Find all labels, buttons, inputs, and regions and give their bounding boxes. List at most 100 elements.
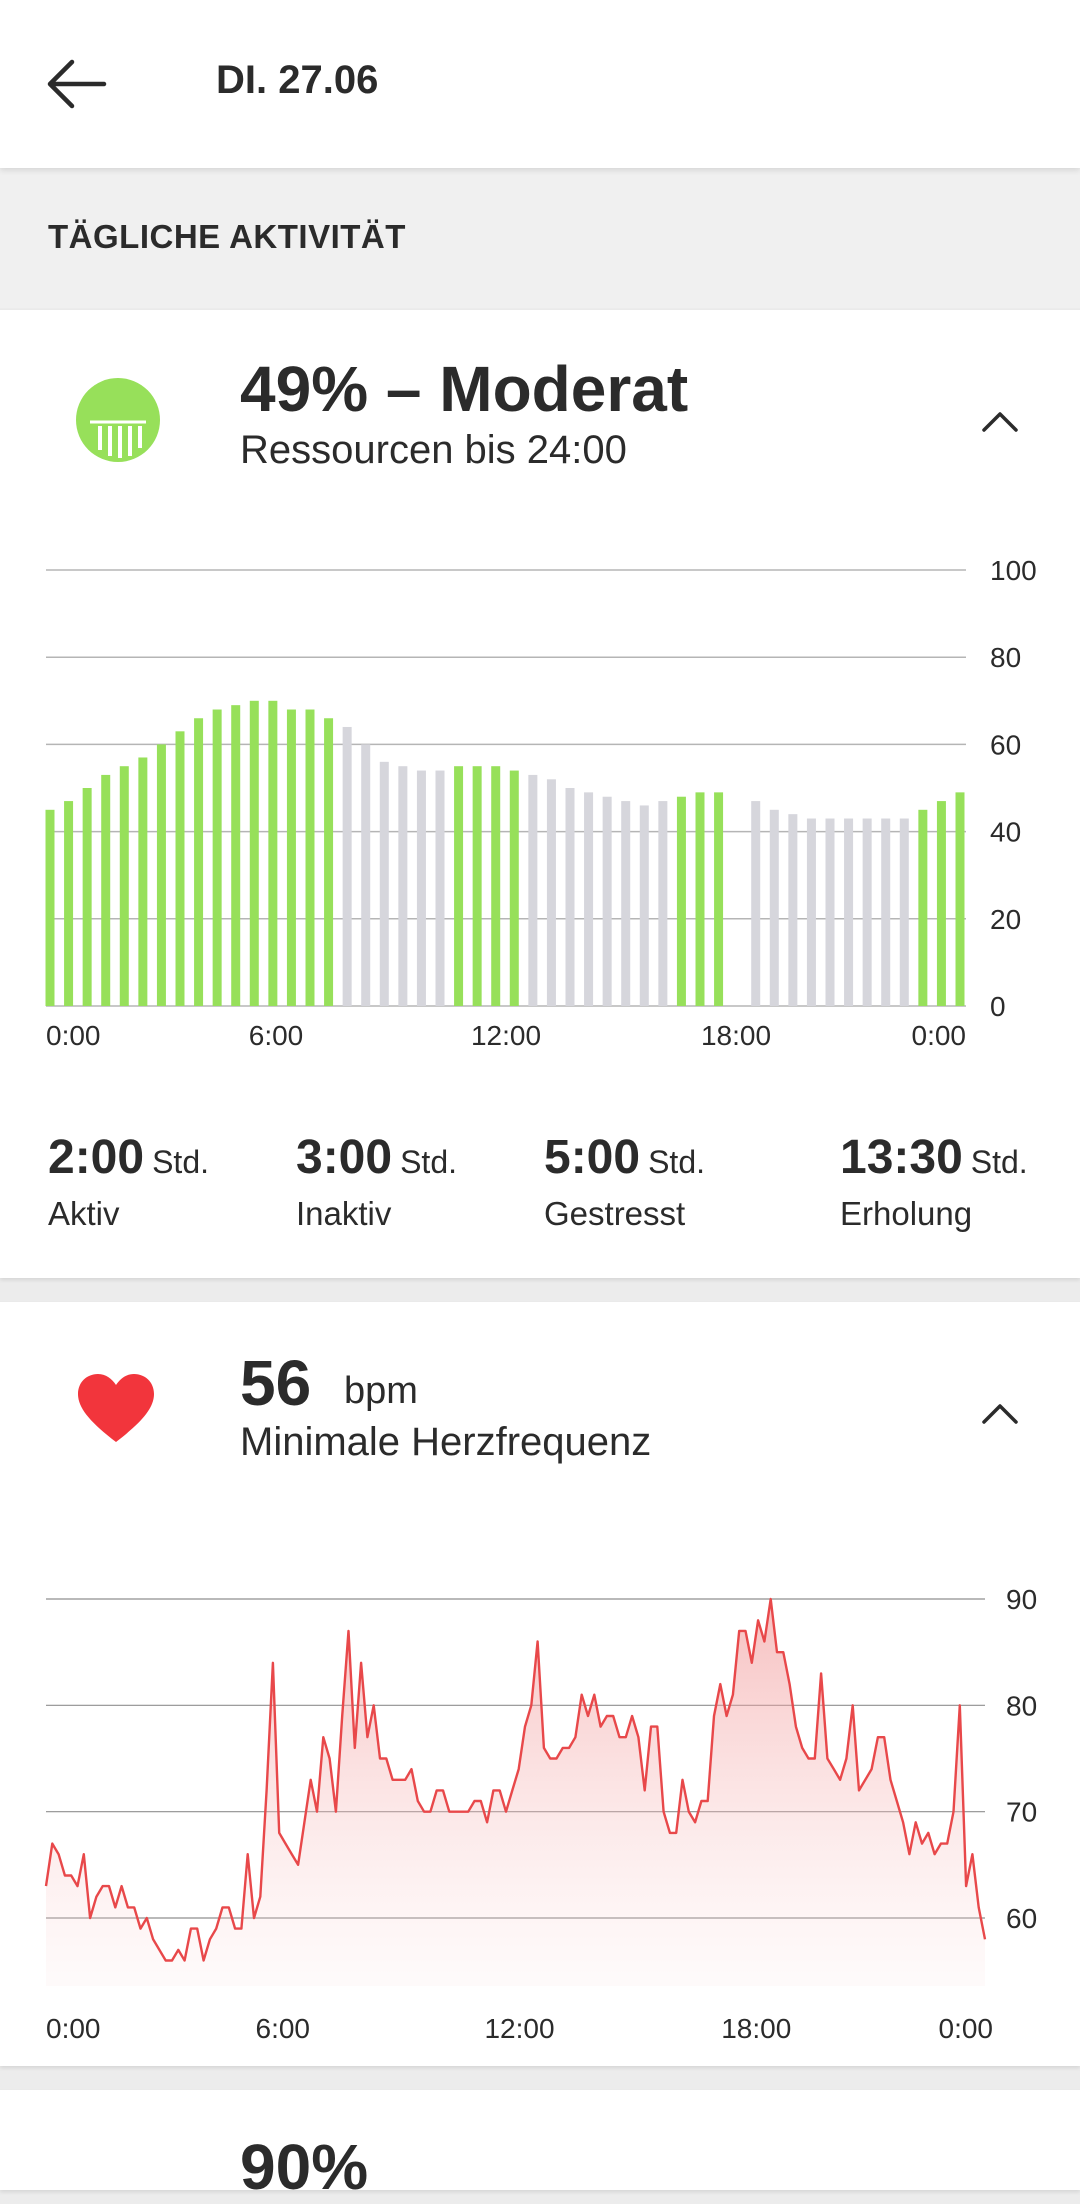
app-header: DI. 27.06	[0, 0, 1080, 168]
resources-bar-chart: 0 20 40 60 80 100 0:00 6:00 12:00 18:00 0:00	[45, 555, 1037, 1051]
stat-unit: Std.	[400, 1144, 457, 1180]
series-area	[46, 1599, 985, 1986]
bar	[806, 818, 816, 1006]
bar	[621, 801, 631, 1006]
bar	[305, 709, 315, 1006]
series-line	[44, 1597, 987, 1962]
heart-icon	[76, 1372, 156, 1449]
stat-inactive: 3:00 Std. Inaktiv	[296, 1130, 457, 1233]
y-tick-label: 40	[990, 817, 1021, 848]
bar	[676, 796, 686, 1006]
stat-unit: Std.	[152, 1144, 209, 1180]
bar	[899, 818, 909, 1006]
stat-label: Gestresst	[544, 1195, 686, 1232]
heart-rate-subtitle: Minimale Herzfrequenz	[240, 1420, 652, 1464]
bar	[862, 818, 872, 1006]
stat-label: Inaktiv	[296, 1195, 392, 1232]
bar	[472, 766, 482, 1006]
bar	[268, 700, 278, 1006]
bar	[119, 766, 129, 1006]
resources-subtitle: Ressourcen bis 24:00	[240, 428, 627, 472]
bar	[361, 744, 371, 1006]
y-tick-label: 90	[1006, 1584, 1037, 1615]
stat-value: 13:30	[840, 1131, 963, 1184]
bar	[435, 770, 445, 1006]
bar	[398, 766, 408, 1006]
bar	[695, 792, 705, 1006]
bar	[844, 818, 854, 1006]
chevron-up-icon[interactable]	[980, 1398, 1020, 1426]
bar	[751, 801, 761, 1006]
bar	[249, 700, 259, 1006]
x-tick-label: 6:00	[256, 2013, 311, 2044]
heart-rate-area-chart: 60 70 80 90 0:00 6:00 12:00 18:00 0:00	[44, 1584, 1037, 2044]
bar	[602, 796, 612, 1006]
stat-unit: Std.	[970, 1144, 1028, 1180]
bar	[416, 770, 426, 1006]
bar	[825, 818, 835, 1006]
stat-active: 2:00 Std. Aktiv	[48, 1130, 209, 1233]
page-title: DI. 27.06	[216, 58, 379, 102]
y-tick-label: 60	[990, 729, 1021, 760]
next-card[interactable]	[0, 2090, 1080, 2190]
resources-gauge-icon	[76, 378, 160, 467]
bar	[491, 766, 501, 1006]
y-tick-label: 80	[990, 642, 1021, 673]
next-card-title: 90%	[240, 2131, 369, 2203]
chevron-up-icon[interactable]	[980, 406, 1020, 434]
heart-rate-unit: bpm	[344, 1370, 418, 1412]
y-tick-label: 100	[990, 555, 1037, 586]
bar	[788, 814, 798, 1006]
bar	[714, 792, 724, 1006]
bar	[379, 761, 389, 1006]
bar	[639, 805, 649, 1006]
x-tick-label: 0:00	[46, 1020, 101, 1051]
stat-label: Erholung	[840, 1195, 973, 1232]
bar	[231, 705, 241, 1006]
bar	[528, 774, 538, 1006]
stat-value: 5:00	[544, 1131, 641, 1184]
bar	[286, 709, 296, 1006]
y-tick-label: 80	[1006, 1690, 1037, 1721]
heart-rate-value: 56	[240, 1347, 312, 1419]
bar	[194, 718, 204, 1006]
x-tick-label: 0:00	[912, 1020, 967, 1051]
bar	[546, 779, 556, 1006]
section-header	[0, 168, 1080, 308]
bar	[769, 809, 779, 1006]
bar	[156, 744, 166, 1006]
stat-label: Aktiv	[48, 1195, 120, 1232]
bar	[175, 731, 185, 1006]
bar	[64, 801, 74, 1006]
x-tick-label: 12:00	[484, 2013, 554, 2044]
bar	[212, 709, 222, 1006]
stat-value: 2:00	[48, 1131, 145, 1184]
resources-title: 49% – Moderat	[240, 353, 689, 425]
stat-stressed: 5:00 Std. Gestresst	[544, 1130, 705, 1233]
bar	[584, 792, 594, 1006]
stat-unit: Std.	[648, 1144, 705, 1180]
bar	[509, 770, 519, 1006]
section-title: TÄGLICHE AKTIVITÄT	[48, 218, 406, 255]
bar	[658, 801, 668, 1006]
x-tick-label: 18:00	[701, 1020, 771, 1051]
bar	[138, 757, 148, 1006]
y-tick-label: 60	[1006, 1903, 1037, 1934]
y-tick-label: 0	[990, 991, 1006, 1022]
bar	[881, 818, 891, 1006]
x-tick-label: 6:00	[249, 1020, 304, 1051]
bar	[342, 726, 352, 1006]
back-button[interactable]	[44, 54, 124, 118]
x-tick-label: 0:00	[939, 2013, 994, 2044]
x-tick-label: 12:00	[471, 1020, 541, 1051]
bar	[324, 718, 334, 1006]
bar	[936, 801, 946, 1006]
arrow-left-icon	[47, 59, 107, 109]
bar	[82, 788, 92, 1006]
bar	[918, 809, 928, 1006]
bar	[45, 809, 55, 1006]
y-tick-label: 70	[1006, 1797, 1037, 1828]
bar	[955, 792, 965, 1006]
bar	[101, 774, 111, 1006]
stat-recovery: 13:30 Std. Erholung	[840, 1130, 1028, 1233]
